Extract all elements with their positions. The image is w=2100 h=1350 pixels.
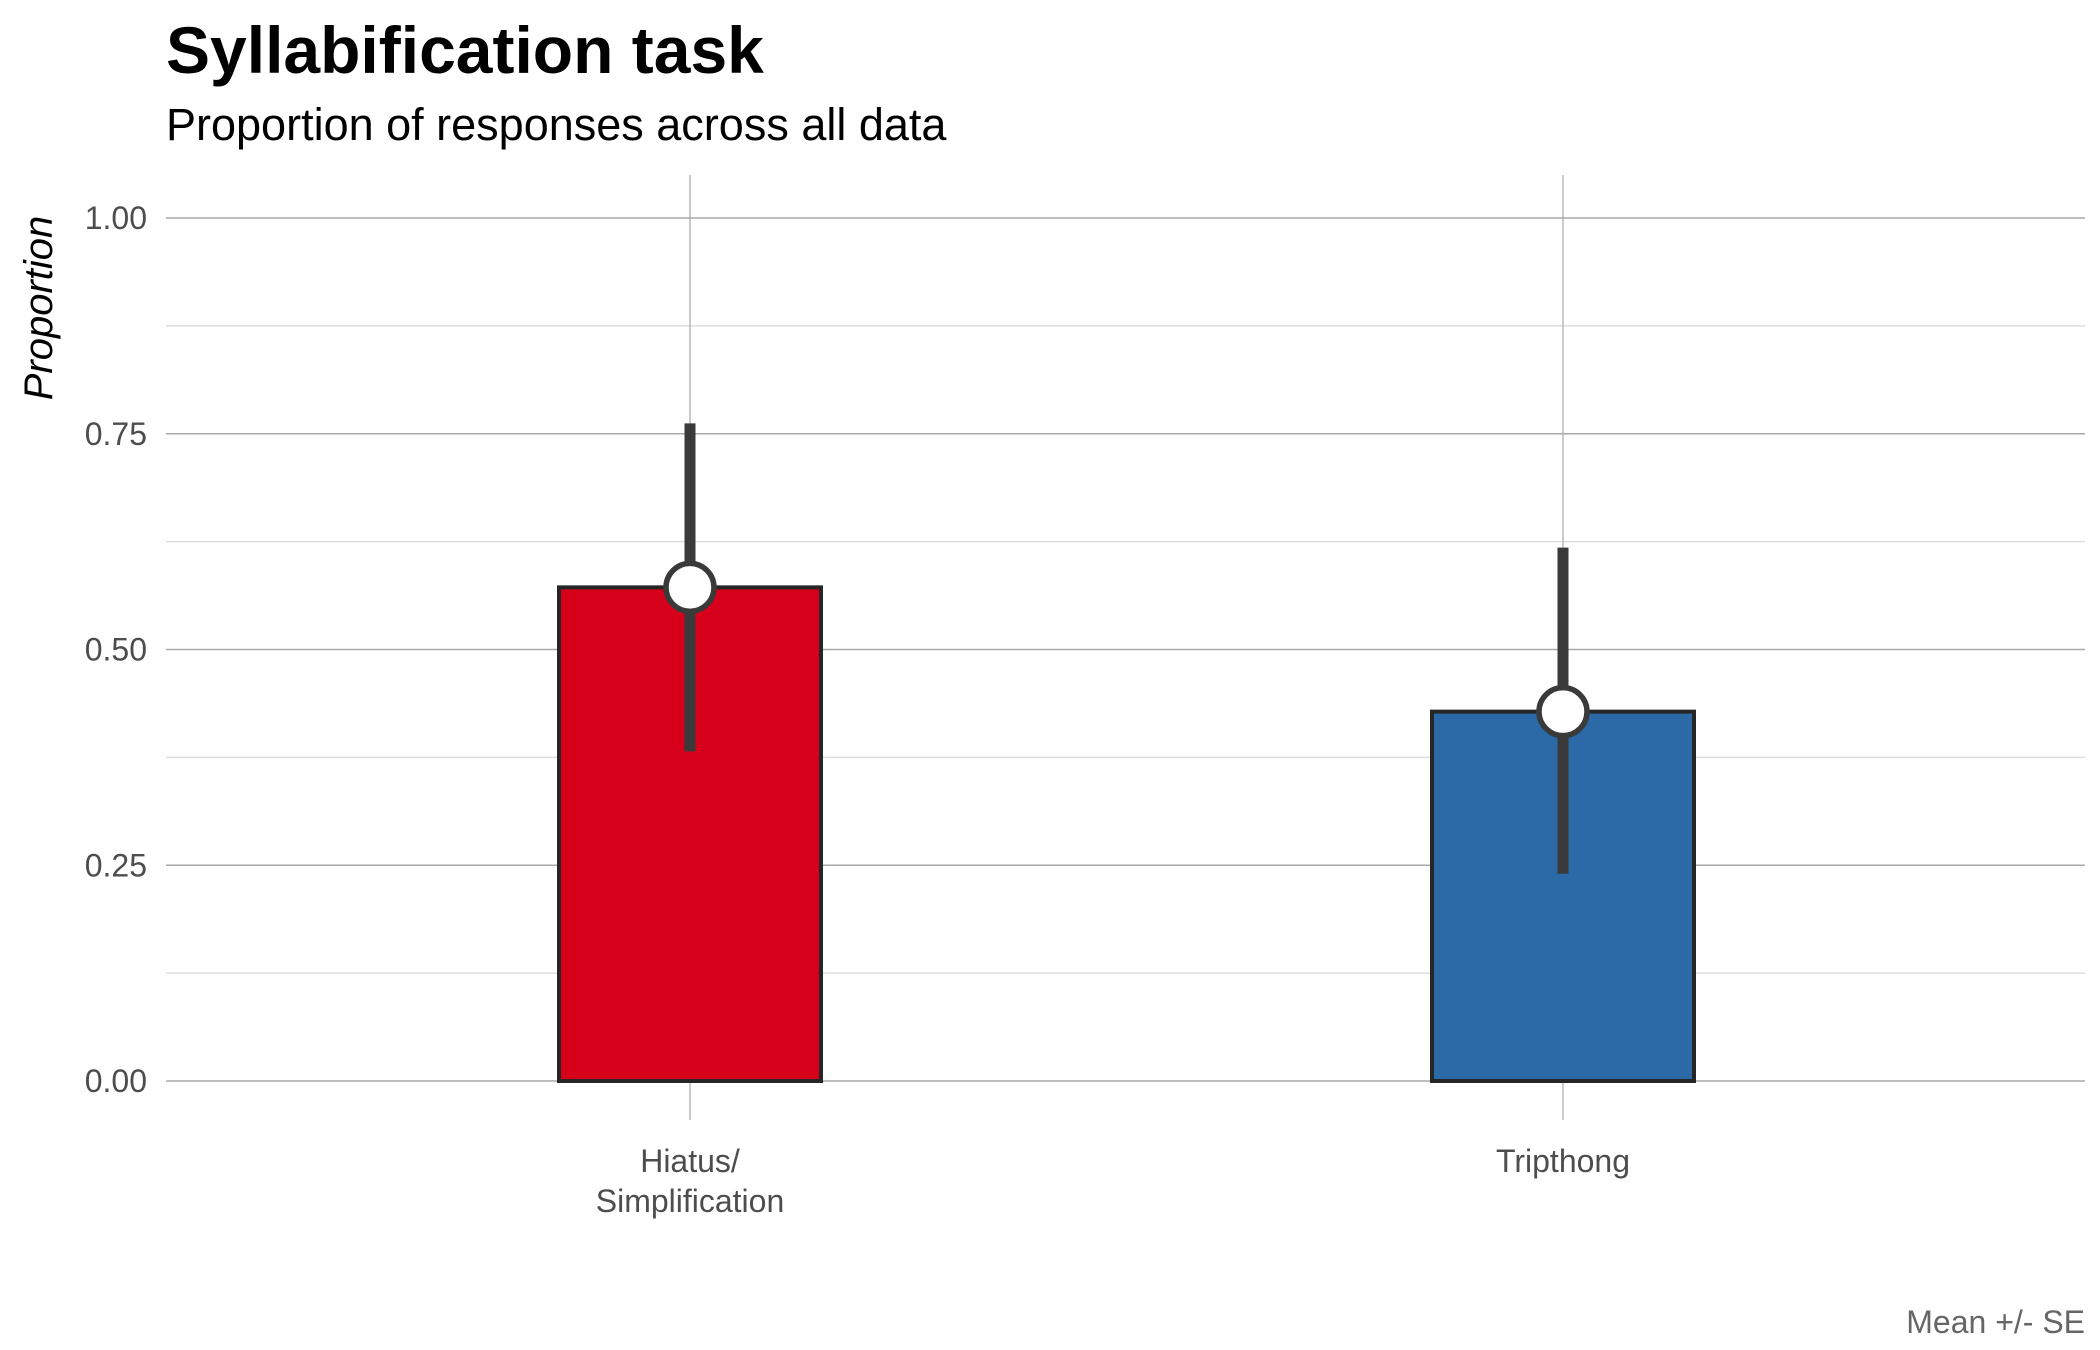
grid-layer bbox=[166, 175, 2085, 1120]
chart-caption: Mean +/- SE bbox=[1906, 1304, 2085, 1340]
y-tick-label: 0.75 bbox=[85, 416, 147, 452]
y-axis-title: Proportion bbox=[17, 216, 61, 401]
y-tick-label: 0.50 bbox=[85, 632, 147, 668]
y-tick-label: 0.25 bbox=[85, 847, 147, 883]
chart-title: Syllabification task bbox=[166, 13, 764, 87]
axis-labels-layer: 0.00 0.25 0.50 0.75 1.00 Hiatus/Simplificatio… bbox=[85, 200, 1630, 1219]
x-tick-label-line: Hiatus/ bbox=[640, 1143, 740, 1179]
y-tick-label: 1.00 bbox=[85, 200, 147, 236]
x-tick-label-line: Simplification bbox=[596, 1183, 785, 1219]
bars-layer bbox=[557, 423, 1696, 1083]
chart-subtitle: Proportion of responses across all data bbox=[166, 99, 947, 150]
x-tick-label: Tripthong bbox=[1496, 1143, 1630, 1179]
mean-point bbox=[663, 560, 717, 615]
x-tick-label-line: Tripthong bbox=[1496, 1143, 1630, 1179]
y-tick-label: 0.00 bbox=[85, 1063, 147, 1099]
x-tick-label: Hiatus/Simplification bbox=[596, 1143, 785, 1219]
mean-point bbox=[1536, 684, 1590, 739]
